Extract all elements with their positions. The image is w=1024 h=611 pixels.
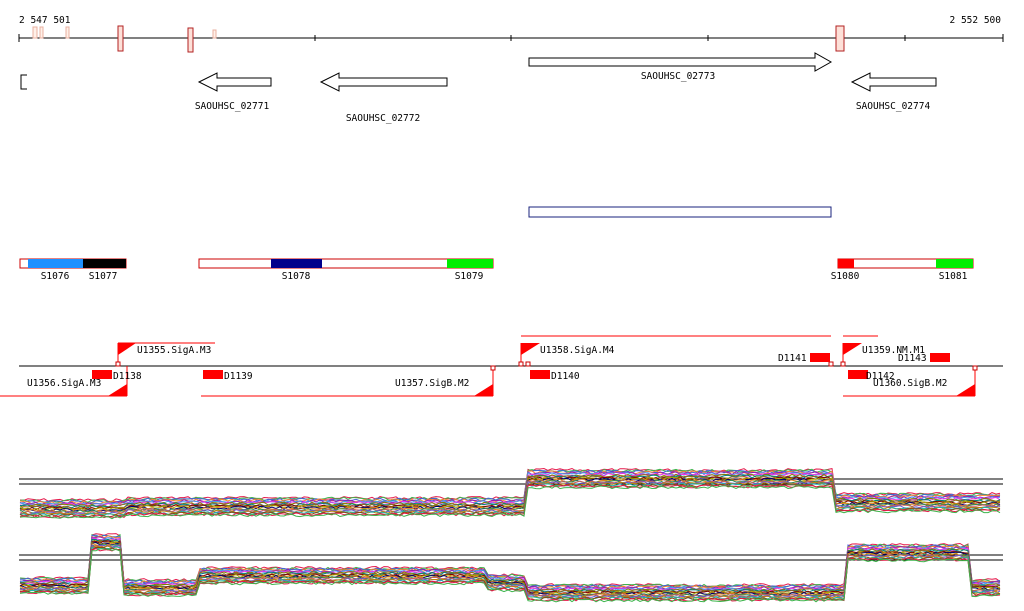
expression-trace [20,534,1001,589]
expression-trace [19,482,1001,517]
segment-block[interactable] [28,259,83,268]
terminator-block[interactable] [203,370,223,379]
ruler-region-mark [187,27,194,53]
gene-label: SAOUHSC_02773 [641,71,715,82]
terminator-block[interactable] [92,370,112,379]
segment-block[interactable] [838,259,854,268]
ruler-region-mark [835,25,845,52]
gene-label: SAOUHSC_02774 [856,101,931,112]
promoter-label: U1360.SigB.M2 [873,378,947,389]
promoter-flag[interactable] [474,384,493,396]
transcript-box[interactable] [528,206,832,218]
expression-trace [19,485,1001,520]
segment-label: S1081 [939,271,968,282]
expression-trace [19,533,1001,588]
ruler-start-label: 2 547 501 [19,15,71,26]
terminator-label: D1140 [551,371,580,382]
terminator-label: D1139 [224,371,253,382]
terminator-block[interactable] [848,370,868,379]
terminator-block[interactable] [930,353,950,362]
segment-track [19,258,974,269]
expression-trace [19,471,1001,507]
expression-trace [19,548,1001,603]
terminator-block[interactable] [530,370,550,379]
gene-label: SAOUHSC_02772 [346,113,420,124]
ruler-region-mark [117,25,124,52]
ruler-mark [65,26,70,39]
gene-arrow-02774[interactable] [850,72,937,92]
ruler-end-label: 2 552 500 [950,15,1002,26]
promoter-label: U1355.SigA.M3 [137,345,211,356]
promoter-flag[interactable] [108,384,127,396]
segment-block[interactable] [83,259,126,268]
gene-arrow-02771[interactable] [197,72,272,92]
terminator-label: D1142 [866,371,895,382]
ruler-mark [32,26,38,39]
promoter-label: U1359.NM.M1 [862,345,925,356]
expression-trace [19,546,1001,600]
ruler-mark [39,26,44,39]
promoter-label: U1356.SigA.M3 [27,378,101,389]
segment-label: S1079 [455,271,484,282]
promoter-label: U1358.SigA.M4 [540,345,615,356]
expression-track-reverse [19,533,1003,603]
promoter-flag[interactable] [843,343,862,355]
expression-trace [19,480,1001,516]
segment-label: S1078 [282,271,311,282]
promoter-flag[interactable] [118,343,136,355]
promoter-flag[interactable] [956,384,975,396]
promoter-label: U1357.SigB.M2 [395,378,469,389]
terminator-label: D1138 [113,371,142,382]
terminator-label: D1141 [778,353,807,364]
partial-gene-marker [20,74,27,90]
ruler-mark [212,29,217,39]
expression-track-forward [19,467,1003,520]
gene-label: SAOUHSC_02771 [195,101,270,112]
gene-arrow-02773[interactable] [528,52,833,72]
expression-trace [19,537,1001,592]
segment-label: S1076 [41,271,70,282]
terminator-label: D1143 [898,353,927,364]
promoter-flag[interactable] [521,343,540,355]
segment-block[interactable] [271,259,322,268]
segment-block[interactable] [936,259,973,268]
segment-block[interactable] [447,259,493,268]
expression-trace [19,469,1001,504]
terminator-block[interactable] [810,353,830,362]
segment-label: S1080 [831,271,860,282]
coordinate-ruler: 2 547 501 2 552 500 [18,15,1004,53]
gene-arrow-02772[interactable] [319,72,448,92]
expression-trace [19,475,1001,510]
gene-track [20,52,937,92]
segment-label: S1077 [89,271,118,282]
regulatory-track [0,335,1003,397]
